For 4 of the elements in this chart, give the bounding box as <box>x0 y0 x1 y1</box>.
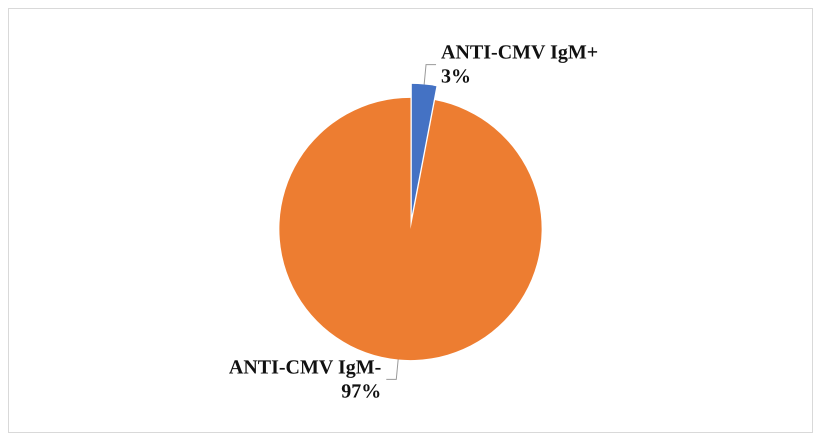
data-label: 3% <box>441 66 472 88</box>
data-label: 97% <box>341 380 382 402</box>
slice-label: ANTI-CMV IgM+ <box>441 42 598 64</box>
slice-label: ANTI-CMV IgM- <box>228 356 382 378</box>
